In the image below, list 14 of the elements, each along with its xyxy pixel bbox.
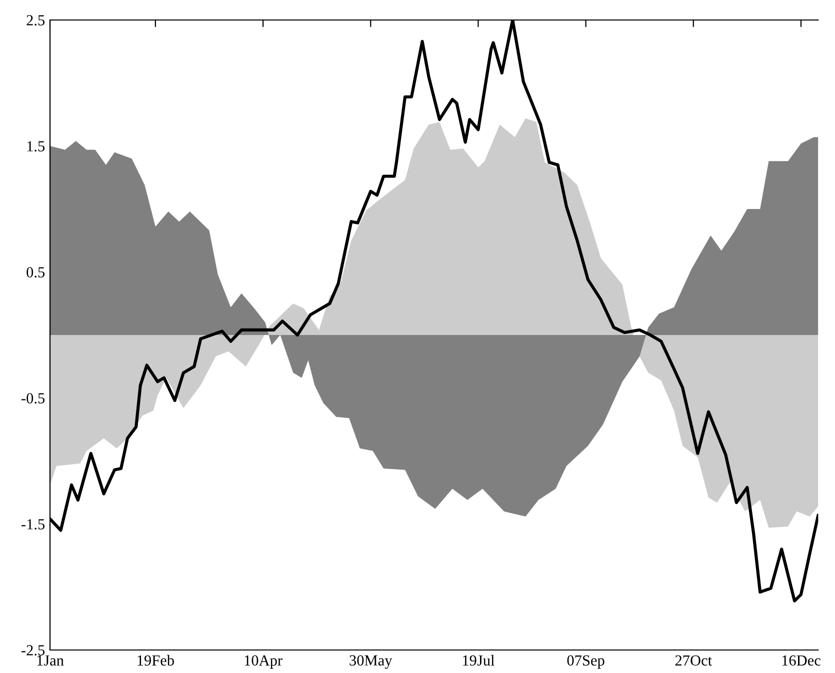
x-tick-label: 1Jan xyxy=(37,655,64,666)
y-tick-label: 0.5 xyxy=(26,267,45,278)
y-tick-label: 1.5 xyxy=(27,141,45,152)
y-tick-label: -2.5 xyxy=(22,645,45,656)
y-tick-label: -1.5 xyxy=(22,519,45,530)
x-tick-label: 16Dec xyxy=(782,655,820,666)
x-tick-label: 19Feb xyxy=(138,654,174,666)
y-tick-label: -0.5 xyxy=(22,393,45,404)
x-tick-label: 07Sep xyxy=(567,655,604,669)
x-tick-label: 30May xyxy=(350,655,392,669)
x-tick-label: 10Apr xyxy=(244,655,282,669)
x-tick-label: 27Oct xyxy=(675,655,712,666)
x-tick-label: 19Jul xyxy=(463,654,494,666)
y-tick-label: 2.5 xyxy=(26,15,45,26)
